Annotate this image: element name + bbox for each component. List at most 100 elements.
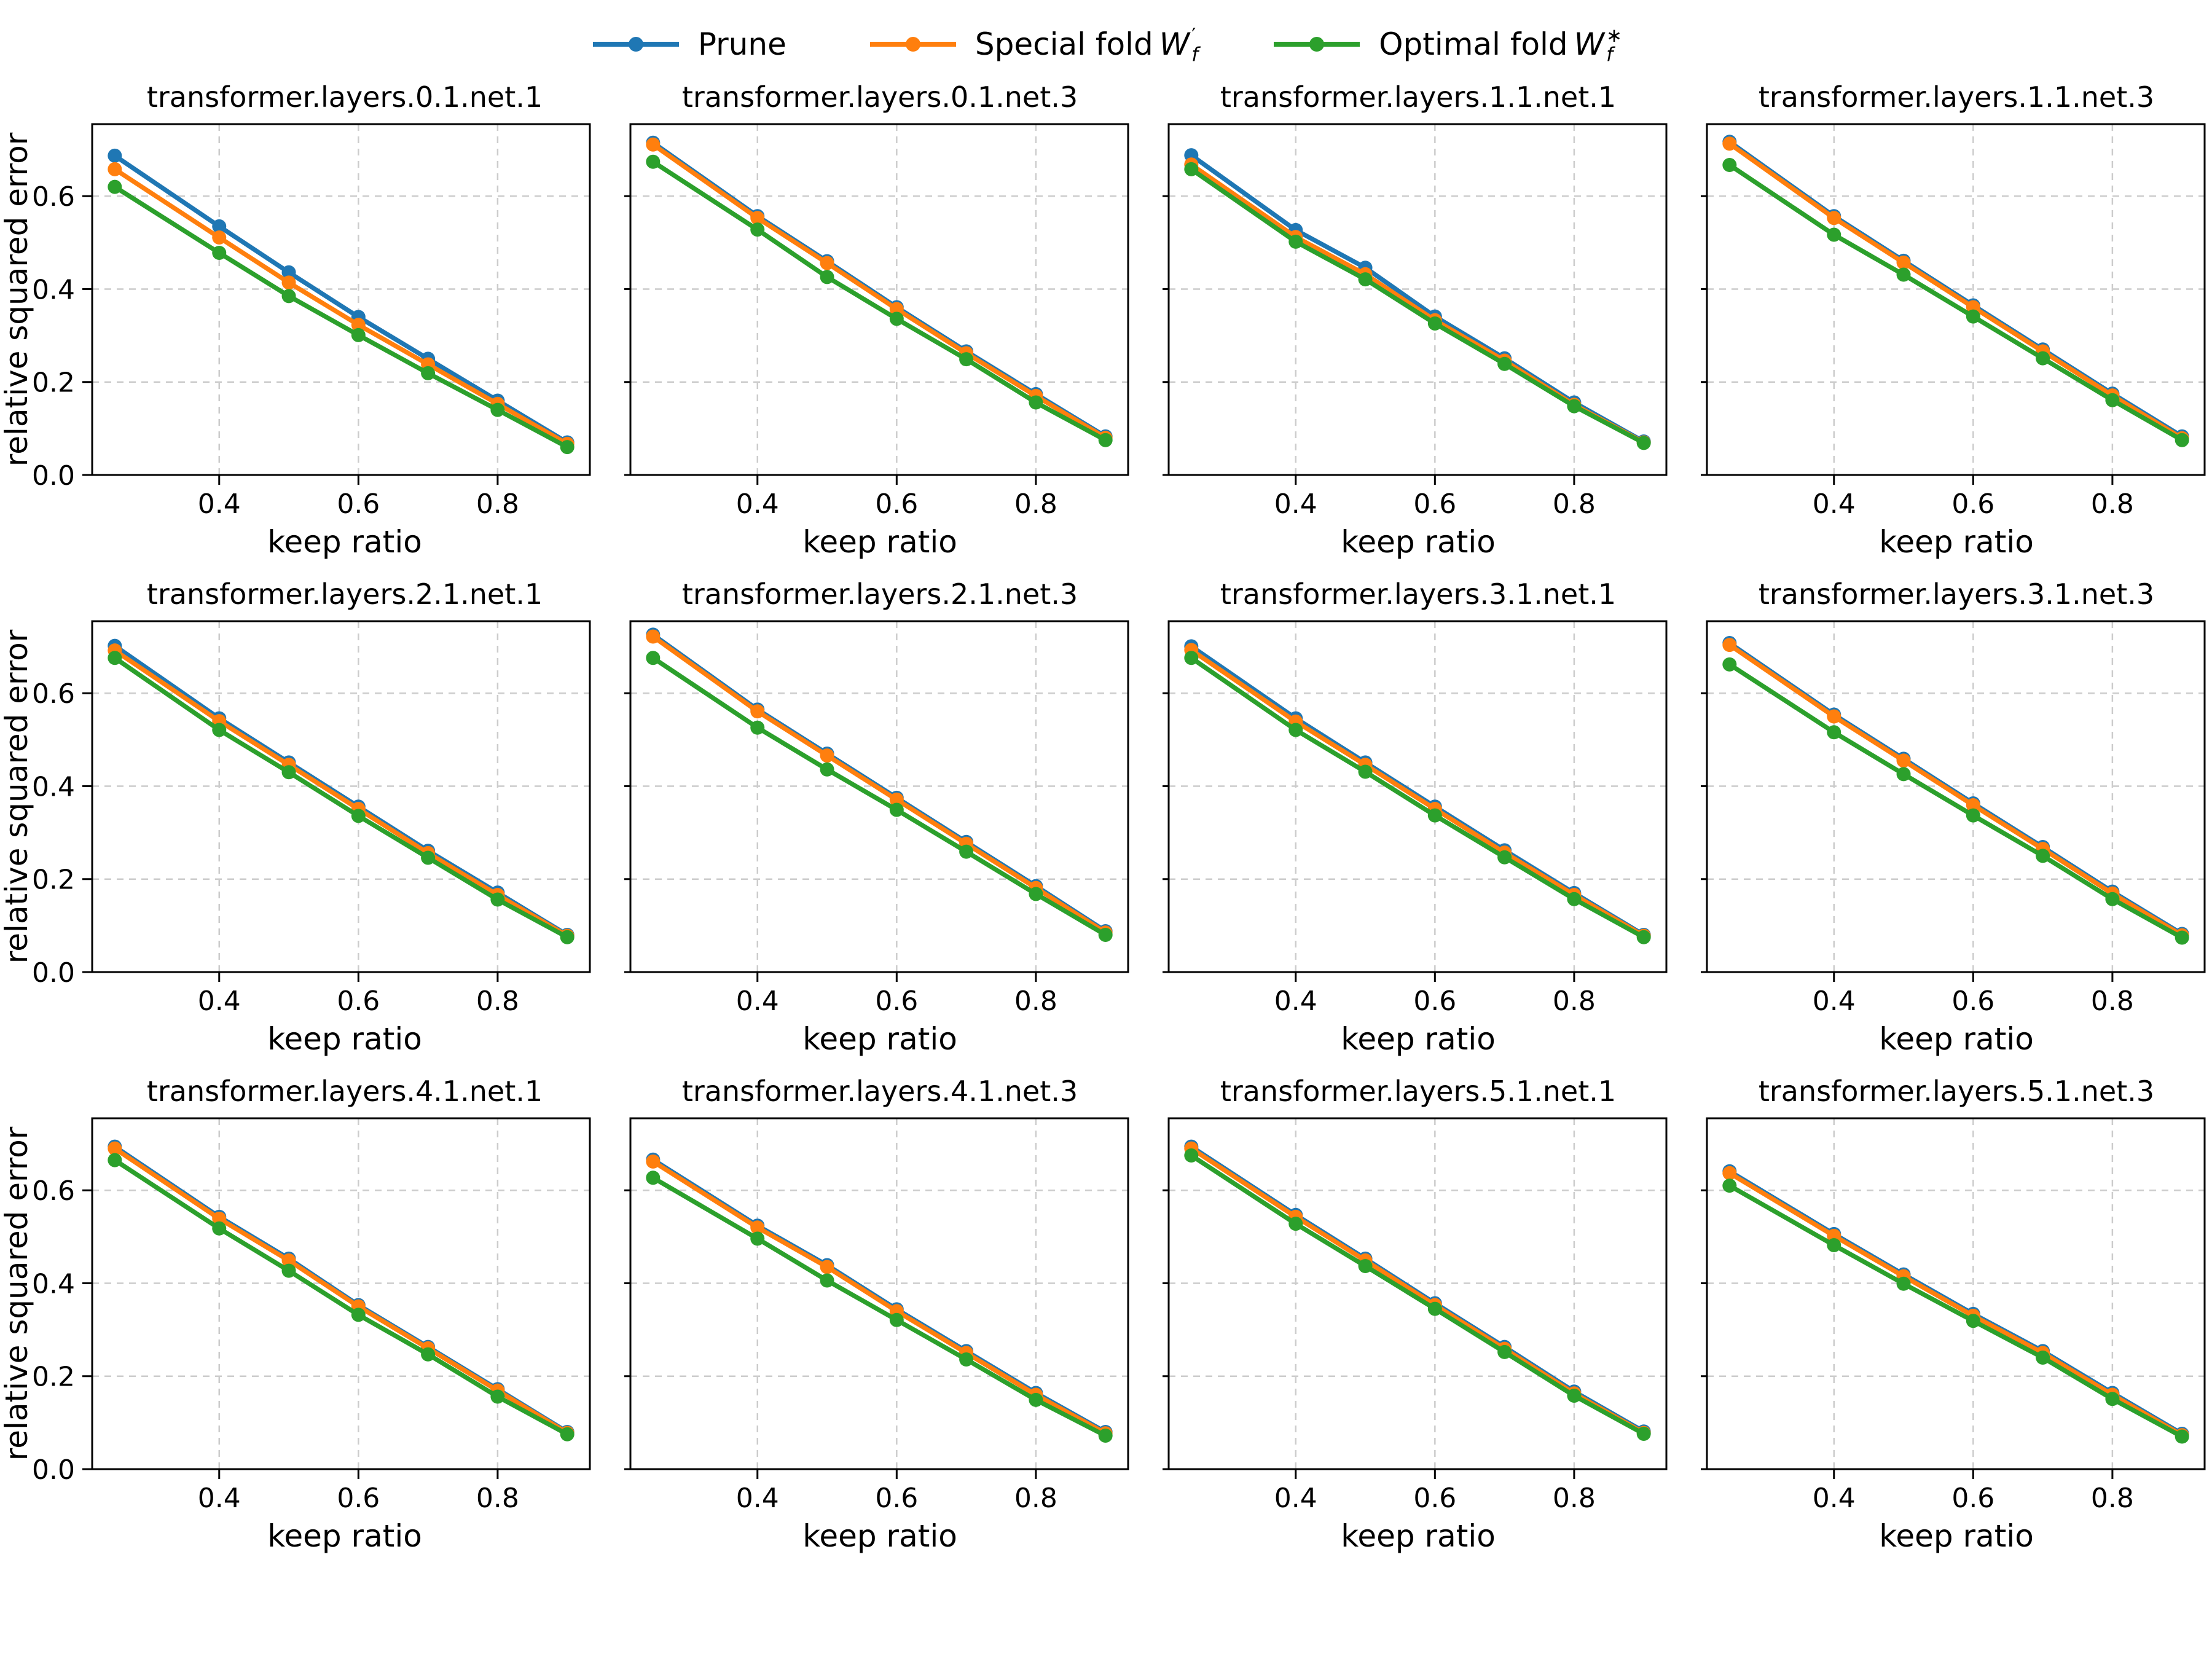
line-chart: 0.4 0.6 0.8 — [1701, 620, 2206, 1017]
line-chart: 0.4 0.6 0.8 — [1163, 620, 1668, 1017]
legend-line-marker-icon — [1274, 37, 1360, 52]
svg-text:0.8: 0.8 — [476, 488, 519, 520]
subplot-cell: transformer.layers.1.1.net.3 0.4 0.6 0.8 k… — [1701, 77, 2212, 563]
svg-text:0.6: 0.6 — [875, 488, 918, 520]
subplot-cell: transformer.layers.4.1.net.1 0.4 0.6 0.8 0.… — [1, 1072, 597, 1558]
svg-text:0.6: 0.6 — [32, 678, 75, 710]
svg-text:0.8: 0.8 — [1553, 488, 1596, 520]
subplot-cell: transformer.layers.0.1.net.1 0.4 0.6 0.8 0.… — [1, 77, 597, 563]
svg-text:0.8: 0.8 — [1014, 488, 1057, 520]
svg-text:0.6: 0.6 — [1413, 986, 1456, 1017]
svg-text:0.8: 0.8 — [2091, 1483, 2134, 1514]
svg-text:0.8: 0.8 — [476, 1483, 519, 1514]
subplot-cell: transformer.layers.5.1.net.3 0.4 0.6 0.8 k… — [1701, 1072, 2212, 1558]
x-axis-label: keep ratio — [1879, 1518, 2034, 1554]
svg-text:0.8: 0.8 — [2091, 986, 2134, 1017]
svg-text:0.6: 0.6 — [32, 1175, 75, 1207]
subplot-cell: transformer.layers.1.1.net.1 0.4 0.6 0.8 k… — [1163, 77, 1674, 563]
svg-text:0.8: 0.8 — [1553, 986, 1596, 1017]
plot-title: transformer.layers.3.1.net.3 — [1758, 578, 2155, 611]
svg-text:0.4: 0.4 — [32, 1268, 75, 1300]
line-chart: 0.4 0.6 0.8 — [1701, 1117, 2206, 1514]
plot-title: transformer.layers.2.1.net.3 — [681, 578, 1078, 611]
svg-text:0.2: 0.2 — [32, 865, 75, 896]
subplot-cell: transformer.layers.2.1.net.3 0.4 0.6 0.8 k… — [624, 575, 1135, 1061]
svg-text:0.4: 0.4 — [1813, 986, 1856, 1017]
svg-text:0.8: 0.8 — [2091, 488, 2134, 520]
svg-text:0.4: 0.4 — [1274, 1483, 1317, 1514]
svg-text:0.8: 0.8 — [1014, 1483, 1057, 1514]
line-chart: 0.4 0.6 0.8 — [624, 1117, 1129, 1514]
subplot-cell: transformer.layers.4.1.net.3 0.4 0.6 0.8 k… — [624, 1072, 1135, 1558]
svg-text:0.0: 0.0 — [32, 1454, 75, 1486]
svg-text:0.4: 0.4 — [32, 771, 75, 802]
svg-text:0.4: 0.4 — [198, 1483, 241, 1514]
svg-text:0.6: 0.6 — [1413, 1483, 1456, 1514]
svg-text:0.2: 0.2 — [32, 1362, 75, 1393]
svg-text:0.4: 0.4 — [198, 488, 241, 520]
legend-line-marker-icon — [869, 37, 956, 52]
x-axis-label: keep ratio — [267, 524, 422, 560]
x-axis-label: keep ratio — [1341, 1021, 1496, 1057]
x-axis-label: keep ratio — [802, 1518, 957, 1554]
legend-label: Prune — [697, 26, 786, 62]
x-axis-label: keep ratio — [267, 1021, 422, 1057]
plot-title: transformer.layers.3.1.net.1 — [1220, 578, 1617, 611]
svg-text:relative squared error: relative squared error — [1, 132, 34, 466]
plot-title: transformer.layers.2.1.net.1 — [146, 578, 543, 611]
svg-text:relative squared error: relative squared error — [1, 629, 34, 963]
svg-text:0.6: 0.6 — [1951, 488, 1994, 520]
svg-text:0.6: 0.6 — [337, 488, 380, 520]
svg-text:0.8: 0.8 — [1553, 1483, 1596, 1514]
x-axis-label: keep ratio — [1341, 1518, 1496, 1554]
line-chart: 0.4 0.6 0.8 — [1701, 123, 2206, 520]
svg-text:0.6: 0.6 — [337, 1483, 380, 1514]
svg-text:0.4: 0.4 — [1813, 1483, 1856, 1514]
svg-text:0.4: 0.4 — [32, 274, 75, 305]
legend-item-special-fold: Special fold W ′ f — [867, 25, 1199, 66]
x-axis-label: keep ratio — [1879, 1021, 2034, 1057]
svg-text:0.4: 0.4 — [1813, 488, 1856, 520]
x-axis-label: keep ratio — [802, 1021, 957, 1057]
svg-text:0.6: 0.6 — [875, 986, 918, 1017]
svg-text:0.6: 0.6 — [337, 986, 380, 1017]
svg-text:0.4: 0.4 — [1274, 488, 1317, 520]
svg-text:0.8: 0.8 — [476, 986, 519, 1017]
legend-item-prune: Prune — [590, 26, 794, 62]
subplot-cell: transformer.layers.3.1.net.3 0.4 0.6 0.8 k… — [1701, 575, 2212, 1061]
x-axis-label: keep ratio — [1341, 524, 1496, 560]
line-chart: 0.4 0.6 0.8 — [1163, 123, 1668, 520]
legend-label: Special fold W ′ f — [975, 25, 1199, 66]
svg-text:0.0: 0.0 — [32, 957, 75, 989]
line-chart: 0.4 0.6 0.8 — [624, 620, 1129, 1017]
subplot-cell: transformer.layers.0.1.net.3 0.4 0.6 0.8 k… — [624, 77, 1135, 563]
svg-text:0.0: 0.0 — [32, 460, 75, 492]
legend-label: Optimal fold W ∗ f — [1379, 25, 1623, 66]
subplot-cell: transformer.layers.5.1.net.1 0.4 0.6 0.8 k… — [1163, 1072, 1674, 1558]
svg-text:0.6: 0.6 — [32, 181, 75, 213]
svg-text:relative squared error: relative squared error — [1, 1126, 34, 1461]
line-chart: 0.4 0.6 0.8 — [1163, 1117, 1668, 1514]
x-axis-label: keep ratio — [1879, 524, 2034, 560]
subplot-grid: transformer.layers.0.1.net.1 0.4 0.6 0.8 0.… — [0, 77, 2212, 1558]
svg-text:0.6: 0.6 — [1413, 488, 1456, 520]
svg-text:0.4: 0.4 — [736, 1483, 779, 1514]
plot-title: transformer.layers.5.1.net.1 — [1220, 1075, 1617, 1108]
plot-title: transformer.layers.1.1.net.1 — [1220, 80, 1617, 114]
legend-item-optimal-fold: Optimal fold W ∗ f — [1271, 25, 1623, 66]
svg-text:0.4: 0.4 — [736, 986, 779, 1017]
plot-title: transformer.layers.4.1.net.1 — [146, 1075, 543, 1108]
svg-text:0.8: 0.8 — [1014, 986, 1057, 1017]
svg-text:0.6: 0.6 — [1951, 986, 1994, 1017]
x-axis-label: keep ratio — [802, 524, 957, 560]
line-chart: 0.4 0.6 0.8 — [624, 123, 1129, 520]
svg-text:0.4: 0.4 — [736, 488, 779, 520]
subplot-cell: transformer.layers.2.1.net.1 0.4 0.6 0.8 0.… — [1, 575, 597, 1061]
plot-title: transformer.layers.0.1.net.1 — [146, 80, 543, 114]
subplot-cell: transformer.layers.3.1.net.1 0.4 0.6 0.8 k… — [1163, 575, 1674, 1061]
svg-text:0.4: 0.4 — [198, 986, 241, 1017]
plot-title: transformer.layers.0.1.net.3 — [681, 80, 1078, 114]
plot-title: transformer.layers.4.1.net.3 — [681, 1075, 1078, 1108]
